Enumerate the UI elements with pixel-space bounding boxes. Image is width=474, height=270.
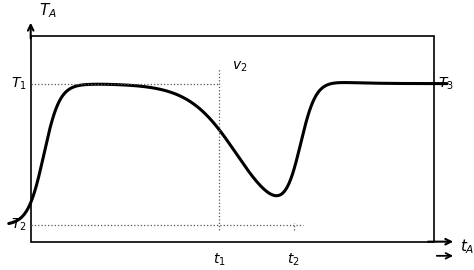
Text: $t_2$: $t_2$ [287,251,300,268]
Text: $T_2$: $T_2$ [10,217,26,233]
Bar [31,36,434,242]
Text: $t_A$: $t_A$ [460,237,474,256]
Text: $T_3$: $T_3$ [438,75,454,92]
Text: $T_1$: $T_1$ [10,75,26,92]
Text: $T_A$: $T_A$ [39,1,57,20]
Text: $t_1$: $t_1$ [213,251,226,268]
Text: $v_2$: $v_2$ [232,60,248,74]
